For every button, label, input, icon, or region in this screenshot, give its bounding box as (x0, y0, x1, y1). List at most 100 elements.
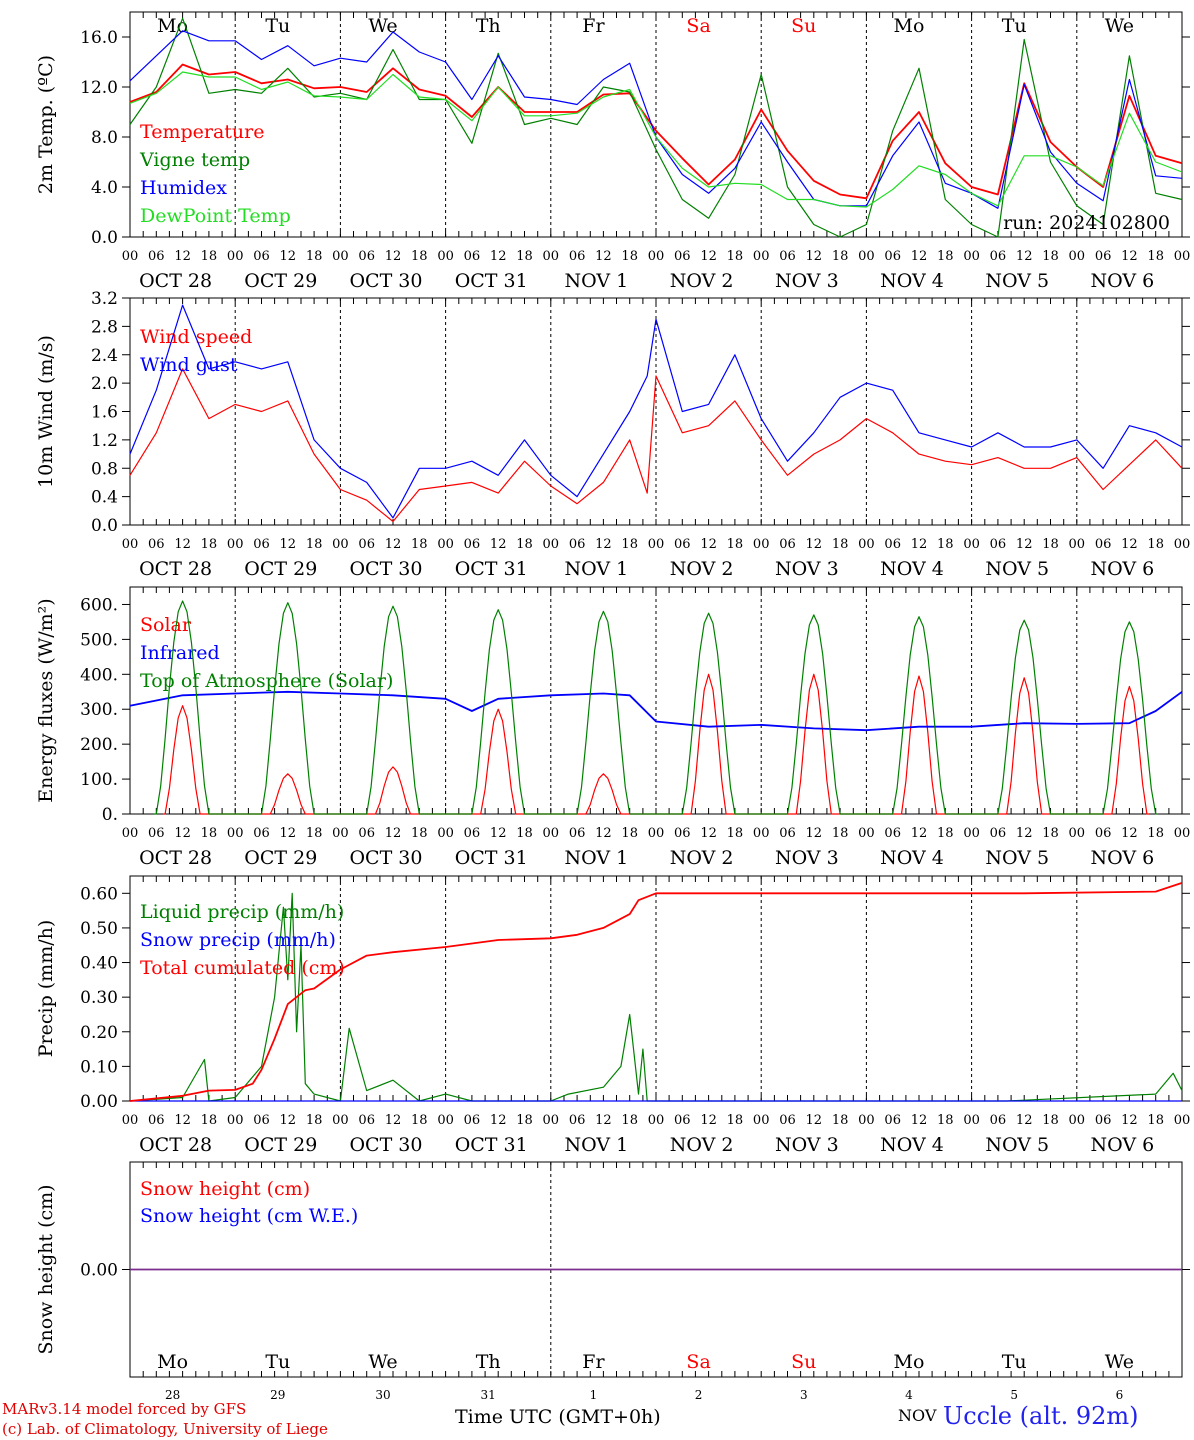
x-hour-label: 18 (727, 826, 744, 841)
y-tick-label: 200. (80, 735, 118, 755)
x-hour-label: 06 (253, 249, 270, 264)
y-tick-label: 300. (80, 700, 118, 720)
x-hour-label: 00 (753, 826, 770, 841)
weekday-label: Th (476, 15, 501, 37)
x-hour-label: 12 (1121, 537, 1138, 552)
x-hour-label: 18 (1042, 1113, 1059, 1128)
x-hour-label: 12 (806, 249, 823, 264)
x-hour-label: 18 (727, 537, 744, 552)
x-date-label: NOV 6 (1091, 1134, 1155, 1156)
x-hour-label: 12 (595, 826, 612, 841)
x-hour-label: 00 (437, 537, 454, 552)
x-hour-label: 06 (569, 537, 586, 552)
x-hour-label: 18 (621, 249, 638, 264)
x-hour-label: 00 (227, 249, 244, 264)
x-date-label: OCT 28 (139, 270, 212, 292)
day-number-label: 2 (695, 1388, 703, 1402)
x-hour-label: 06 (1095, 249, 1112, 264)
day-number-label: 31 (481, 1388, 496, 1402)
credit-line-1: MARv3.14 model forced by GFS (2, 1400, 247, 1418)
x-date-label: OCT 28 (139, 847, 212, 869)
series-line (129, 304, 1183, 519)
y-tick-label: 3.2 (91, 289, 118, 309)
x-hour-label: 06 (779, 1113, 796, 1128)
y-tick-label: 500. (80, 630, 118, 650)
y-tick-label: 0.00 (80, 1261, 118, 1281)
x-hour-label: 00 (963, 249, 980, 264)
x-date-label: NOV 3 (775, 558, 839, 580)
run-label: run: 2024102800 (1003, 212, 1170, 234)
x-hour-label: 12 (595, 1113, 612, 1128)
y-axis-label: 2m Temp. (ºC) (35, 55, 57, 194)
x-hour-label: 06 (674, 1113, 691, 1128)
x-hour-label: 06 (148, 537, 165, 552)
x-hour-label: 12 (490, 249, 507, 264)
x-hour-label: 18 (516, 537, 533, 552)
x-hour-label: 12 (280, 249, 297, 264)
x-hour-label: 00 (543, 537, 560, 552)
x-hour-label: 00 (753, 1113, 770, 1128)
x-hour-label: 12 (490, 826, 507, 841)
x-hour-label: 00 (858, 1113, 875, 1128)
x-hour-label: 18 (411, 826, 428, 841)
x-hour-label: 12 (174, 249, 191, 264)
x-hour-label: 06 (464, 1113, 481, 1128)
x-hour-label: 12 (280, 826, 297, 841)
x-hour-label: 00 (122, 537, 139, 552)
series-line (129, 368, 1183, 523)
series-line (129, 882, 1183, 1102)
x-hour-label: 18 (306, 249, 323, 264)
x-hour-label: 12 (1016, 826, 1033, 841)
x-hour-label: 06 (884, 826, 901, 841)
x-hour-label: 18 (411, 249, 428, 264)
legend-entry: Temperature (140, 121, 264, 143)
x-date-label: OCT 29 (244, 1134, 317, 1156)
y-axis-label: Energy fluxes (W/m²) (35, 598, 57, 802)
x-hour-label: 12 (595, 249, 612, 264)
x-hour-label: 18 (1042, 537, 1059, 552)
day-number-label: 6 (1116, 1388, 1124, 1402)
x-hour-label: 06 (464, 537, 481, 552)
x-hour-label: 00 (332, 826, 349, 841)
y-tick-label: 8.0 (91, 128, 118, 148)
x-hour-label: 06 (358, 249, 375, 264)
x-hour-label: 18 (1147, 826, 1164, 841)
weekday-label: Tu (1002, 15, 1027, 37)
x-hour-label: 12 (1016, 537, 1033, 552)
x-date-label: NOV 5 (985, 270, 1049, 292)
legend-entry: Solar (140, 614, 192, 636)
legend-entry: Liquid precip (mm/h) (140, 901, 344, 923)
legend-entry: DewPoint Temp (140, 205, 291, 227)
x-hour-label: 18 (621, 826, 638, 841)
x-hour-label: 06 (674, 537, 691, 552)
weekday-label: We (1105, 15, 1134, 37)
x-hour-label: 12 (700, 826, 717, 841)
x-date-label: OCT 30 (349, 558, 422, 580)
y-tick-label: 2.4 (91, 346, 118, 366)
x-date-label: OCT 29 (244, 847, 317, 869)
x-hour-label: 18 (937, 249, 954, 264)
x-hour-label: 12 (280, 537, 297, 552)
x-hour-label: 12 (490, 1113, 507, 1128)
x-hour-label: 12 (174, 1113, 191, 1128)
x-hour-label: 18 (727, 249, 744, 264)
x-date-label: NOV 3 (775, 1134, 839, 1156)
legend-entry: Snow height (cm W.E.) (140, 1205, 358, 1227)
weekday-label: Fr (582, 1351, 605, 1373)
x-hour-label: 12 (385, 537, 402, 552)
x-hour-label: 12 (385, 826, 402, 841)
x-hour-label: 06 (358, 826, 375, 841)
y-tick-label: 12.0 (80, 78, 118, 98)
x-date-label: NOV 2 (670, 270, 734, 292)
x-hour-label: 12 (1121, 826, 1138, 841)
x-hour-label: 06 (253, 1113, 270, 1128)
x-hour-label: 00 (648, 826, 665, 841)
x-hour-label: 00 (543, 826, 560, 841)
x-hour-label: 00 (122, 249, 139, 264)
weekday-label: Mo (157, 1351, 188, 1373)
x-hour-label: 12 (700, 1113, 717, 1128)
x-hour-label: 18 (516, 826, 533, 841)
x-hour-label: 00 (332, 537, 349, 552)
x-hour-label: 12 (385, 249, 402, 264)
legend-entry: Top of Atmosphere (Solar) (140, 670, 393, 692)
